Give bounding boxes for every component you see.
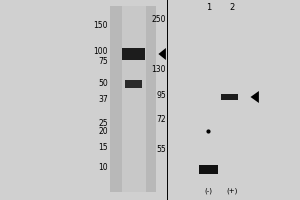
Text: 72: 72 xyxy=(156,114,166,123)
Polygon shape xyxy=(158,48,166,60)
Text: 50: 50 xyxy=(98,78,108,88)
Text: 95: 95 xyxy=(156,92,166,100)
Bar xyxy=(110,6,156,192)
Text: 37: 37 xyxy=(98,95,108,104)
Text: (-): (-) xyxy=(205,188,212,194)
Bar xyxy=(122,48,145,60)
Bar xyxy=(199,164,218,173)
Bar xyxy=(125,80,142,88)
Text: 15: 15 xyxy=(98,144,108,152)
Text: 10: 10 xyxy=(98,162,108,171)
Text: 75: 75 xyxy=(98,58,108,66)
Text: (+): (+) xyxy=(227,188,238,194)
Bar xyxy=(122,6,146,192)
Text: 1: 1 xyxy=(206,3,211,12)
Text: 25: 25 xyxy=(98,118,108,128)
Polygon shape xyxy=(250,91,259,103)
Text: 100: 100 xyxy=(94,46,108,55)
Text: 2: 2 xyxy=(230,3,235,12)
Text: 150: 150 xyxy=(94,21,108,30)
Bar xyxy=(221,94,238,100)
Text: 250: 250 xyxy=(152,16,166,24)
Text: 55: 55 xyxy=(156,144,166,154)
Text: 20: 20 xyxy=(98,128,108,136)
Text: 130: 130 xyxy=(152,64,166,73)
Bar xyxy=(167,6,298,192)
